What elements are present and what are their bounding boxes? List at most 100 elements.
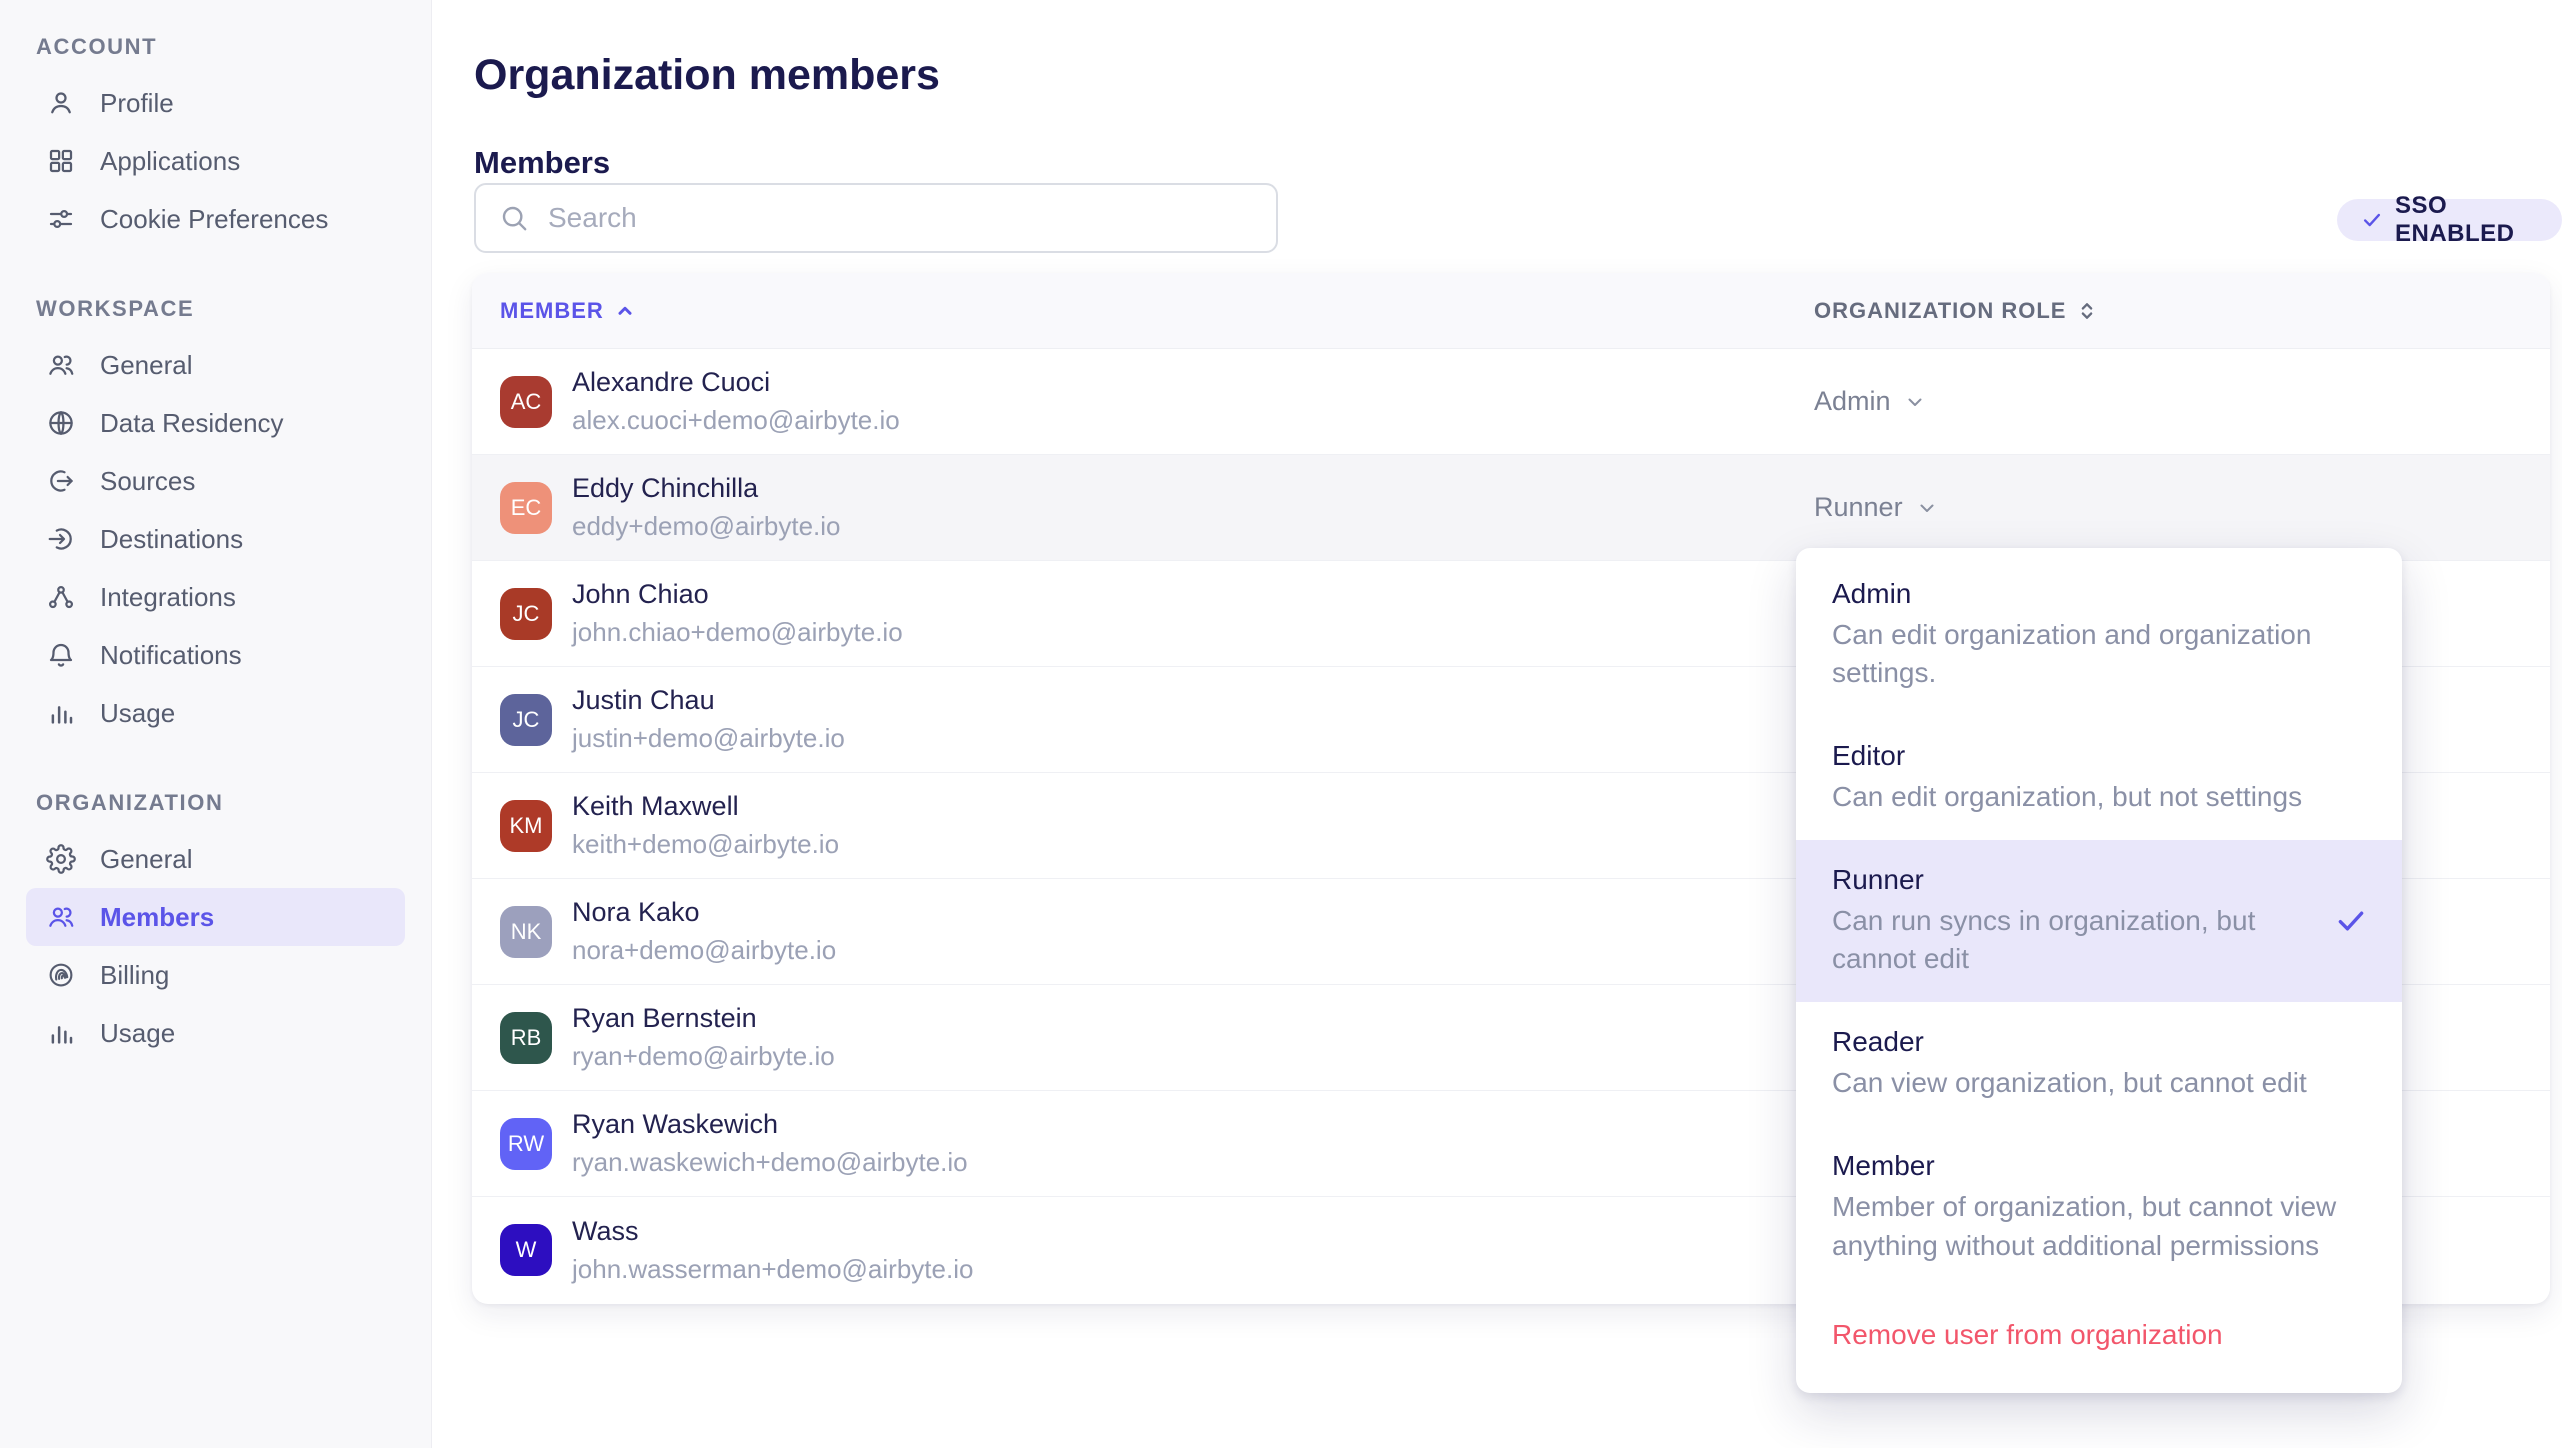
member-name: Wass — [572, 1215, 639, 1246]
sidebar-section-organization: ORGANIZATION General Members Billing Usa… — [0, 790, 431, 1062]
column-header-member[interactable]: MEMBER — [500, 298, 636, 324]
sso-enabled-badge: SSO ENABLED — [2337, 192, 2562, 247]
sidebar-item-label: Cookie Preferences — [100, 203, 329, 234]
avatar: NK — [500, 905, 552, 958]
page-title: Organization members — [474, 50, 940, 99]
column-header-organization-role[interactable]: ORGANIZATION ROLE — [1814, 298, 2098, 324]
bell-icon — [46, 640, 76, 670]
sidebar-item-label: Integrations — [100, 581, 236, 612]
sidebar-item-workspace-usage[interactable]: Usage — [26, 684, 405, 742]
section-label-organization: ORGANIZATION — [36, 790, 224, 815]
sidebar-item-label: Destinations — [100, 523, 244, 554]
check-icon — [2361, 209, 2383, 231]
selected-check-icon — [2334, 904, 2368, 938]
sidebar-item-cookie-preferences[interactable]: Cookie Preferences — [26, 190, 405, 248]
member-name: Ryan Waskewich — [572, 1109, 779, 1139]
sso-badge-label: SSO ENABLED — [2395, 192, 2515, 247]
member-email: nora+demo@airbyte.io — [572, 935, 837, 965]
role-option-admin[interactable]: Admin Can edit organization and organiza… — [1796, 554, 2402, 716]
section-label-workspace: WORKSPACE — [36, 296, 195, 321]
sidebar-item-organization-general[interactable]: General — [26, 830, 405, 888]
member-email: eddy+demo@airbyte.io — [572, 511, 841, 541]
bar-chart-icon — [46, 698, 76, 728]
role-option-reader[interactable]: Reader Can view organization, but cannot… — [1796, 1002, 2402, 1126]
sidebar-item-billing[interactable]: Billing — [26, 946, 405, 1004]
remove-user-button[interactable]: Remove user from organization — [1832, 1318, 2223, 1350]
sidebar-item-label: Billing — [100, 959, 170, 990]
sliders-icon — [46, 204, 76, 234]
grid-icon — [46, 146, 76, 176]
table-row[interactable]: RB Ryan Bernstein ryan+demo@airbyte.io — [472, 985, 2550, 1091]
table-row[interactable]: EC Eddy Chinchilla eddy+demo@airbyte.io … — [472, 455, 2550, 561]
destination-arrow-icon — [46, 524, 76, 554]
table-row[interactable]: W Wass john.wasserman+demo@airbyte.io — [472, 1197, 2550, 1303]
member-name: Keith Maxwell — [572, 791, 739, 821]
members-heading: Members — [474, 144, 611, 180]
sidebar-item-organization-usage[interactable]: Usage — [26, 1004, 405, 1062]
column-header-role-label: ORGANIZATION ROLE — [1814, 297, 2067, 323]
role-select-open[interactable]: Runner — [1814, 492, 1939, 523]
octopus-icon — [46, 960, 76, 990]
sidebar-item-data-residency[interactable]: Data Residency — [26, 394, 405, 452]
member-email: justin+demo@airbyte.io — [572, 723, 845, 753]
column-header-member-label: MEMBER — [500, 297, 604, 323]
sidebar-item-notifications[interactable]: Notifications — [26, 626, 405, 684]
role-option-description: Can edit organization, but not settings — [1832, 781, 2303, 813]
role-select[interactable]: Admin — [1814, 386, 1927, 417]
sort-both-icon — [2076, 300, 2098, 322]
sidebar-item-label: Data Residency — [100, 407, 284, 438]
sidebar-item-label: General — [100, 843, 193, 874]
role-option-description: Can run syncs in organization, but canno… — [1832, 905, 2256, 975]
table-header-row: MEMBER ORGANIZATION ROLE — [472, 273, 2550, 349]
sidebar-item-members[interactable]: Members — [26, 888, 405, 946]
sidebar-item-applications[interactable]: Applications — [26, 132, 405, 190]
avatar: JC — [500, 693, 552, 746]
member-name: Eddy Chinchilla — [572, 473, 759, 503]
sidebar-item-label: Notifications — [100, 639, 242, 670]
member-email: john.chiao+demo@airbyte.io — [572, 617, 903, 647]
table-row[interactable]: AC Alexandre Cuoci alex.cuoci+demo@airby… — [472, 349, 2550, 455]
member-name: Nora Kako — [572, 897, 700, 927]
member-name: Alexandre Cuoci — [572, 367, 771, 397]
avatar: AC — [500, 375, 552, 428]
role-option-member[interactable]: Member Member of organization, but canno… — [1796, 1126, 2402, 1288]
role-option-title: Admin — [1832, 578, 1912, 609]
search-input[interactable] — [546, 201, 1254, 235]
table-row[interactable]: KM Keith Maxwell keith+demo@airbyte.io — [472, 773, 2550, 879]
avatar: RW — [500, 1117, 552, 1170]
section-label-account: ACCOUNT — [36, 34, 158, 59]
sidebar-item-label: Members — [100, 901, 215, 932]
role-option-runner[interactable]: Runner Can run syncs in organization, bu… — [1796, 840, 2402, 1003]
sidebar-item-integrations[interactable]: Integrations — [26, 568, 405, 626]
role-option-editor[interactable]: Editor Can edit organization, but not se… — [1796, 716, 2402, 840]
member-name: Ryan Bernstein — [572, 1003, 757, 1033]
table-row[interactable]: NK Nora Kako nora+demo@airbyte.io — [472, 879, 2550, 985]
sidebar-section-account: ACCOUNT Profile Applications Cookie Pref… — [0, 34, 431, 248]
member-email: john.wasserman+demo@airbyte.io — [572, 1253, 974, 1284]
role-option-description: Member of organization, but cannot view … — [1832, 1191, 2337, 1261]
settings-sidebar: ACCOUNT Profile Applications Cookie Pref… — [0, 0, 432, 1448]
member-email: ryan+demo@airbyte.io — [572, 1041, 835, 1071]
member-email: keith+demo@airbyte.io — [572, 829, 840, 859]
bar-chart-icon — [46, 1018, 76, 1048]
role-option-title: Editor — [1832, 740, 1906, 772]
chevron-down-icon — [1903, 390, 1927, 414]
chevron-down-icon — [1915, 496, 1939, 520]
role-dropdown-menu: Admin Can edit organization and organiza… — [1796, 548, 2402, 1393]
user-icon — [46, 88, 76, 118]
role-option-description: Can view organization, but cannot edit — [1832, 1067, 2307, 1099]
sidebar-item-profile[interactable]: Profile — [26, 74, 405, 132]
users-icon — [46, 902, 76, 932]
sidebar-item-sources[interactable]: Sources — [26, 452, 405, 510]
table-row[interactable]: RW Ryan Waskewich ryan.waskewich+demo@ai… — [472, 1091, 2550, 1197]
table-row[interactable]: JC Justin Chau justin+demo@airbyte.io — [472, 667, 2550, 773]
member-name: John Chiao — [572, 579, 709, 609]
role-option-description: Can edit organization and organization s… — [1832, 619, 2312, 689]
users-icon — [46, 350, 76, 380]
sidebar-item-workspace-general[interactable]: General — [26, 336, 405, 394]
sort-ascending-icon — [614, 300, 636, 322]
role-value: Runner — [1814, 492, 1903, 522]
table-row[interactable]: JC John Chiao john.chiao+demo@airbyte.io — [472, 561, 2550, 667]
sidebar-item-destinations[interactable]: Destinations — [26, 510, 405, 568]
role-option-title: Reader — [1832, 1026, 1924, 1058]
